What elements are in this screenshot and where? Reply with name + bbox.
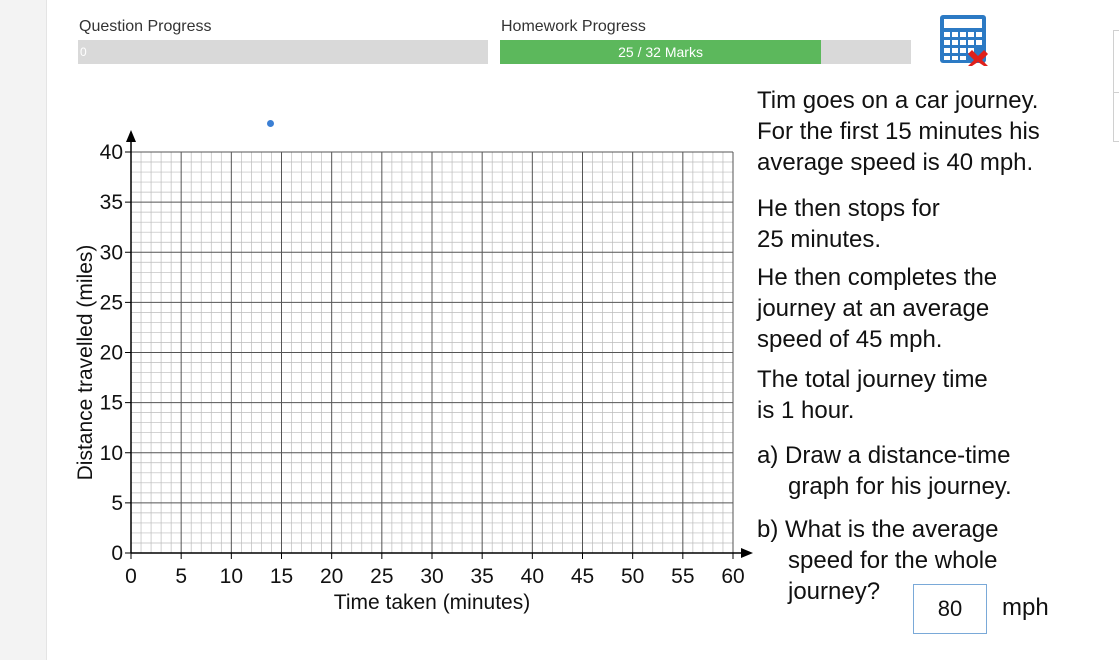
- y-tick-label: 30: [100, 241, 123, 264]
- y-tick-label: 15: [100, 392, 123, 415]
- complete-line-3: speed of 45 mph.: [757, 326, 943, 353]
- total-line-1: The total journey time: [757, 366, 988, 393]
- y-axis-arrow: [126, 130, 136, 142]
- stop-line-1: He then stops for: [757, 195, 940, 222]
- part-b-line-3: journey?: [788, 578, 881, 605]
- x-tick-label: 55: [671, 565, 694, 588]
- x-tick-label: 20: [320, 565, 343, 588]
- x-tick-label: 15: [270, 565, 293, 588]
- y-tick-label: 25: [100, 291, 123, 314]
- y-tick-label: 40: [100, 141, 123, 164]
- part-b-line-1: b) What is the average: [757, 516, 999, 543]
- x-tick-label: 5: [175, 565, 187, 588]
- question-progress-label: Question Progress: [79, 18, 212, 35]
- complete-line-1: He then completes the: [757, 264, 998, 291]
- answer-unit-label: mph: [1002, 594, 1049, 621]
- side-panel-edge: [1113, 30, 1119, 142]
- homework-progress-label: Homework Progress: [501, 18, 646, 35]
- y-tick-label: 20: [100, 342, 123, 365]
- plotted-point-marker[interactable]: [267, 120, 274, 127]
- question-complete: He then completes the journey at an aver…: [757, 262, 997, 355]
- complete-line-2: journey at an average: [757, 295, 990, 322]
- y-tick-label: 0: [111, 542, 123, 565]
- part-b-line-2: speed for the whole: [788, 547, 998, 574]
- side-panel-divider: [1113, 92, 1119, 93]
- answer-input[interactable]: [913, 584, 987, 634]
- homework-progress-text: 25 / 32 Marks: [618, 44, 703, 60]
- homework-progress-fill: [500, 40, 822, 64]
- distance-time-graph[interactable]: 0 5 10 15 20 25 30 35 40 45 50 55 60 0 5 10 15 20 25 30 35 40…: [0, 0, 760, 660]
- question-stop: He then stops for 25 minutes.: [757, 193, 940, 255]
- question-progress-value: 0: [80, 45, 87, 59]
- y-tick-label: 10: [100, 442, 123, 465]
- question-intro: Tim goes on a car journey. For the first…: [757, 85, 1040, 178]
- x-tick-label: 45: [571, 565, 594, 588]
- calculator-disabled-icon[interactable]: [938, 14, 998, 66]
- part-a-line-1: a) Draw a distance-time: [757, 442, 1011, 469]
- homework-progress-bar: 25 / 32 Marks: [500, 40, 911, 64]
- y-tick-label: 5: [111, 492, 123, 515]
- stop-line-2: 25 minutes.: [757, 226, 882, 253]
- x-tick-label: 40: [521, 565, 544, 588]
- intro-line-2: For the first 15 minutes his: [757, 118, 1040, 145]
- x-tick-label: 60: [721, 565, 744, 588]
- y-axis-title: Distance travelled (miles): [74, 245, 97, 481]
- x-tick-label: 25: [370, 565, 393, 588]
- x-tick-label: 50: [621, 565, 644, 588]
- part-a-line-2: graph for his journey.: [788, 473, 1012, 500]
- x-tick-label: 0: [125, 565, 137, 588]
- x-tick-label: 35: [470, 565, 493, 588]
- question-total: The total journey time is 1 hour.: [757, 364, 988, 426]
- intro-line-1: Tim goes on a car journey.: [757, 87, 1039, 114]
- x-tick-label: 30: [420, 565, 443, 588]
- total-line-2: is 1 hour.: [757, 397, 855, 424]
- question-part-a: a) Draw a distance-time graph for his jo…: [757, 440, 1012, 502]
- x-axis-title: Time taken (minutes): [334, 591, 530, 614]
- question-part-b: b) What is the average speed for the who…: [757, 514, 998, 607]
- intro-line-3: average speed is 40 mph.: [757, 149, 1034, 176]
- x-axis-arrow: [741, 548, 753, 558]
- y-tick-label: 35: [100, 191, 123, 214]
- left-margin: [0, 0, 47, 660]
- x-tick-label: 10: [220, 565, 243, 588]
- question-progress-bar: 0: [78, 40, 488, 64]
